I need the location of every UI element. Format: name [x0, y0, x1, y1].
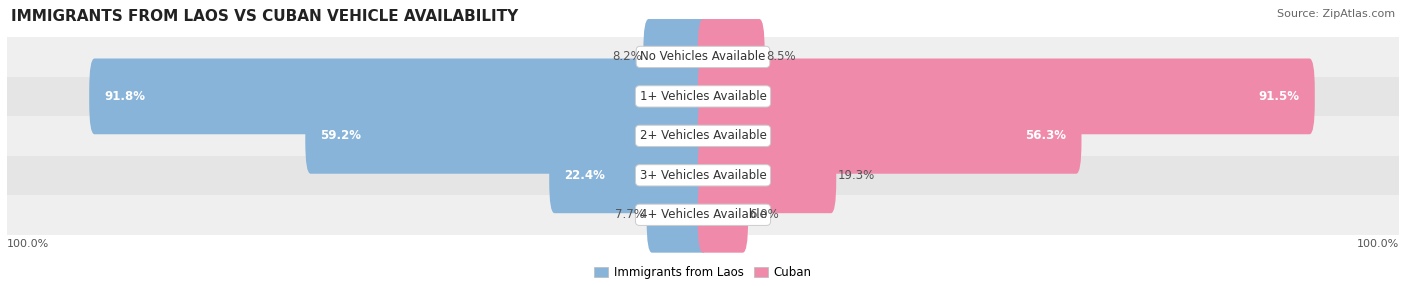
Text: 3+ Vehicles Available: 3+ Vehicles Available — [640, 169, 766, 182]
Text: 7.7%: 7.7% — [616, 208, 645, 221]
Text: No Vehicles Available: No Vehicles Available — [640, 50, 766, 63]
Text: 19.3%: 19.3% — [838, 169, 875, 182]
FancyBboxPatch shape — [550, 138, 709, 213]
Text: 1+ Vehicles Available: 1+ Vehicles Available — [640, 90, 766, 103]
Text: 6.0%: 6.0% — [749, 208, 779, 221]
FancyBboxPatch shape — [697, 59, 1315, 134]
Text: 91.5%: 91.5% — [1258, 90, 1299, 103]
Text: 8.5%: 8.5% — [766, 50, 796, 63]
Bar — [7, 156, 1399, 195]
FancyBboxPatch shape — [305, 98, 709, 174]
FancyBboxPatch shape — [697, 177, 748, 253]
Bar — [7, 116, 1399, 156]
FancyBboxPatch shape — [647, 177, 709, 253]
FancyBboxPatch shape — [697, 19, 765, 95]
Text: 56.3%: 56.3% — [1025, 129, 1066, 142]
FancyBboxPatch shape — [644, 19, 709, 95]
Bar — [7, 195, 1399, 235]
FancyBboxPatch shape — [697, 138, 837, 213]
Text: 100.0%: 100.0% — [7, 239, 49, 249]
Text: 59.2%: 59.2% — [321, 129, 361, 142]
Text: 2+ Vehicles Available: 2+ Vehicles Available — [640, 129, 766, 142]
Text: 22.4%: 22.4% — [564, 169, 606, 182]
Text: IMMIGRANTS FROM LAOS VS CUBAN VEHICLE AVAILABILITY: IMMIGRANTS FROM LAOS VS CUBAN VEHICLE AV… — [11, 9, 519, 23]
Bar — [7, 77, 1399, 116]
Text: 91.8%: 91.8% — [104, 90, 145, 103]
Text: 4+ Vehicles Available: 4+ Vehicles Available — [640, 208, 766, 221]
Legend: Immigrants from Laos, Cuban: Immigrants from Laos, Cuban — [589, 261, 817, 284]
Bar — [7, 37, 1399, 77]
FancyBboxPatch shape — [89, 59, 709, 134]
Text: 100.0%: 100.0% — [1357, 239, 1399, 249]
FancyBboxPatch shape — [697, 98, 1081, 174]
Text: 8.2%: 8.2% — [612, 50, 643, 63]
Text: Source: ZipAtlas.com: Source: ZipAtlas.com — [1277, 9, 1395, 19]
